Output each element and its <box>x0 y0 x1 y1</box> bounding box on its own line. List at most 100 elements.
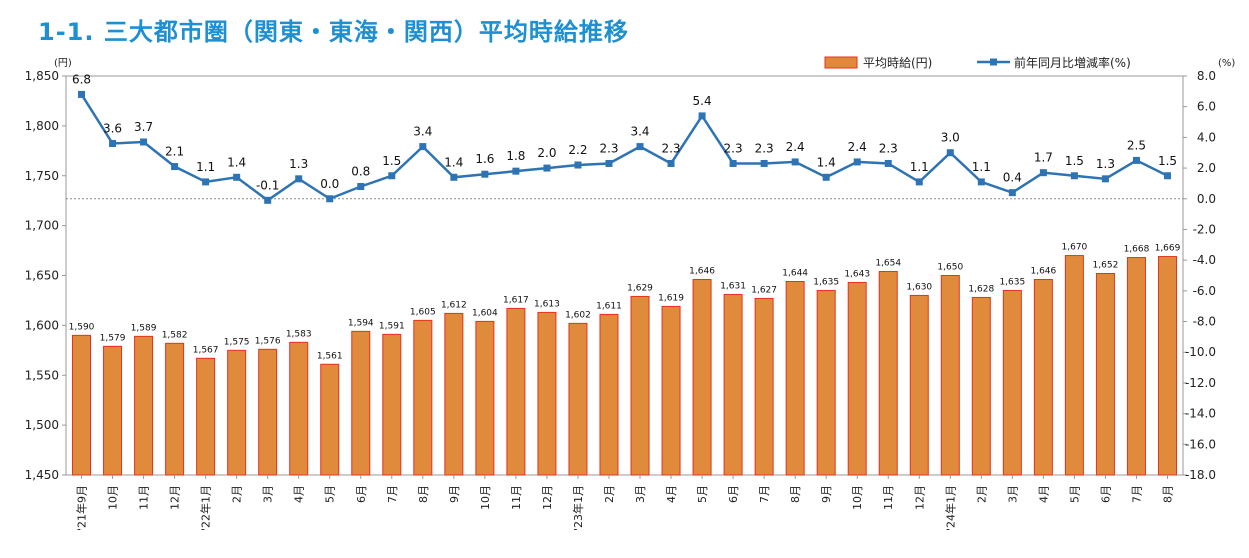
y-right-tick-label: 2.0 <box>1197 161 1216 175</box>
line-point <box>357 182 365 190</box>
bar <box>506 307 526 476</box>
line-data-label: 5.4 <box>693 94 712 108</box>
bar-data-label: 1,594 <box>348 318 374 328</box>
x-axis: '21年9月 10月 11月 12月 '22年1月 2月 3月 4月 5月 6月 7月 8月 9月 10月… <box>75 475 1174 531</box>
line-data-label: 3.4 <box>413 125 432 139</box>
line-data-label: 2.2 <box>568 143 587 157</box>
x-tick-label: 2月 <box>603 485 616 503</box>
bar-data-label: 1,579 <box>100 333 126 343</box>
y-left-tick-label: 1,750 <box>25 169 59 183</box>
x-tick-label: '24年1月 <box>943 485 957 531</box>
bar-data-label: 1,670 <box>1062 243 1088 253</box>
bar-data-label: 1,561 <box>317 351 343 361</box>
x-tick-label: 3月 <box>1006 485 1019 503</box>
bar <box>103 345 123 476</box>
legend-label-bar: 平均時給(円) <box>863 56 932 70</box>
x-tick-label: 2月 <box>975 485 988 503</box>
line-data-label: 1.7 <box>1034 151 1053 165</box>
legend-swatch-bar <box>824 56 858 69</box>
line-point <box>543 164 551 172</box>
y-right-tick-label: -4.0 <box>1193 253 1216 267</box>
line-point <box>202 178 210 186</box>
line-data-label: 1.3 <box>1096 157 1115 171</box>
bar-data-label: 1,646 <box>689 266 715 276</box>
y-right-tick-label: -16.0 <box>1185 437 1216 451</box>
x-tick-label: '23年1月 <box>571 485 585 531</box>
page-title: 1-1. 三大都市圏（関東・東海・関西）平均時給推移 <box>38 18 629 46</box>
bar-data-label: 1,629 <box>627 283 653 293</box>
line-point <box>636 143 644 151</box>
x-tick-label: 10月 <box>479 485 492 510</box>
line-point <box>481 170 489 178</box>
x-tick-label: 9月 <box>448 485 461 503</box>
line-point <box>140 138 148 146</box>
bar-data-label: 1,604 <box>472 308 498 318</box>
line-data-label: 1.1 <box>910 160 929 174</box>
bar <box>382 333 402 476</box>
y-left-tick-label: 1,550 <box>25 368 59 382</box>
y-right-tick-label: -18.0 <box>1185 468 1216 482</box>
line-point <box>388 172 396 180</box>
y-right-tick-label: 0.0 <box>1197 192 1216 206</box>
line-path <box>80 93 1169 202</box>
bar-data-label: 1,644 <box>782 268 808 278</box>
line-point <box>1039 169 1047 177</box>
legend-swatch-marker <box>990 58 997 66</box>
line-data-label: 2.1 <box>165 145 184 159</box>
line-data-label: 1.1 <box>972 160 991 174</box>
line-point <box>977 178 985 186</box>
bar-data-label: 1,589 <box>131 323 157 333</box>
bar-data-label: 1,652 <box>1093 261 1119 271</box>
line-data-label: -0.1 <box>256 178 279 192</box>
line-data-label: 0.0 <box>320 177 339 191</box>
line-point <box>264 196 272 204</box>
x-tick-label: 12月 <box>169 485 182 510</box>
x-tick-label: 7月 <box>386 485 399 503</box>
line-point <box>698 112 706 120</box>
line-point <box>946 149 954 157</box>
line-point <box>450 173 458 181</box>
line-point <box>667 159 675 167</box>
line-point <box>574 161 582 169</box>
bar <box>754 297 774 476</box>
line-data-labels: 6.8 3.6 3.7 2.1 1.1 1.4 -0.1 1.3 0.0 0.8 1.5 3.4 1.4… <box>72 72 1177 192</box>
bar-data-label: 1,590 <box>69 322 95 332</box>
line-point <box>791 158 799 166</box>
y-right-tick-label: -14.0 <box>1185 407 1216 421</box>
bar <box>444 312 464 476</box>
bar <box>630 295 650 476</box>
bar <box>692 278 712 476</box>
line-point <box>512 167 520 175</box>
bar <box>320 363 340 476</box>
line-data-label: 2.3 <box>599 141 618 155</box>
x-tick-label: 6月 <box>727 485 740 503</box>
bar <box>909 294 929 476</box>
line-data-label: 3.6 <box>103 122 122 136</box>
bar <box>413 319 433 476</box>
line-point <box>78 90 86 98</box>
line-point <box>605 159 613 167</box>
bar <box>475 320 495 476</box>
line-point <box>171 163 179 171</box>
x-tick-label: 4月 <box>293 485 306 503</box>
bar <box>599 313 619 476</box>
y-left-tick-label: 1,650 <box>25 269 59 283</box>
y-left-tick-label: 1,450 <box>25 468 59 482</box>
y-left-tick-label: 1,800 <box>25 119 59 133</box>
line-point <box>1008 189 1016 197</box>
line-data-label: 0.8 <box>351 164 370 178</box>
line-data-label: 1.4 <box>227 155 246 169</box>
bar <box>134 335 154 476</box>
line-point <box>1163 172 1171 180</box>
bar <box>165 342 185 476</box>
y-right-tick-label: -12.0 <box>1185 376 1216 390</box>
x-tick-label: 9月 <box>820 485 833 503</box>
bar <box>351 330 371 476</box>
bar <box>289 341 309 476</box>
bar-data-label: 1,591 <box>379 321 405 331</box>
bar-data-label: 1,605 <box>410 307 436 317</box>
line-point <box>760 159 768 167</box>
line-data-label: 1.1 <box>196 160 215 174</box>
bar-data-label: 1,613 <box>534 299 560 309</box>
y-right-tick-label: 4.0 <box>1197 130 1216 144</box>
